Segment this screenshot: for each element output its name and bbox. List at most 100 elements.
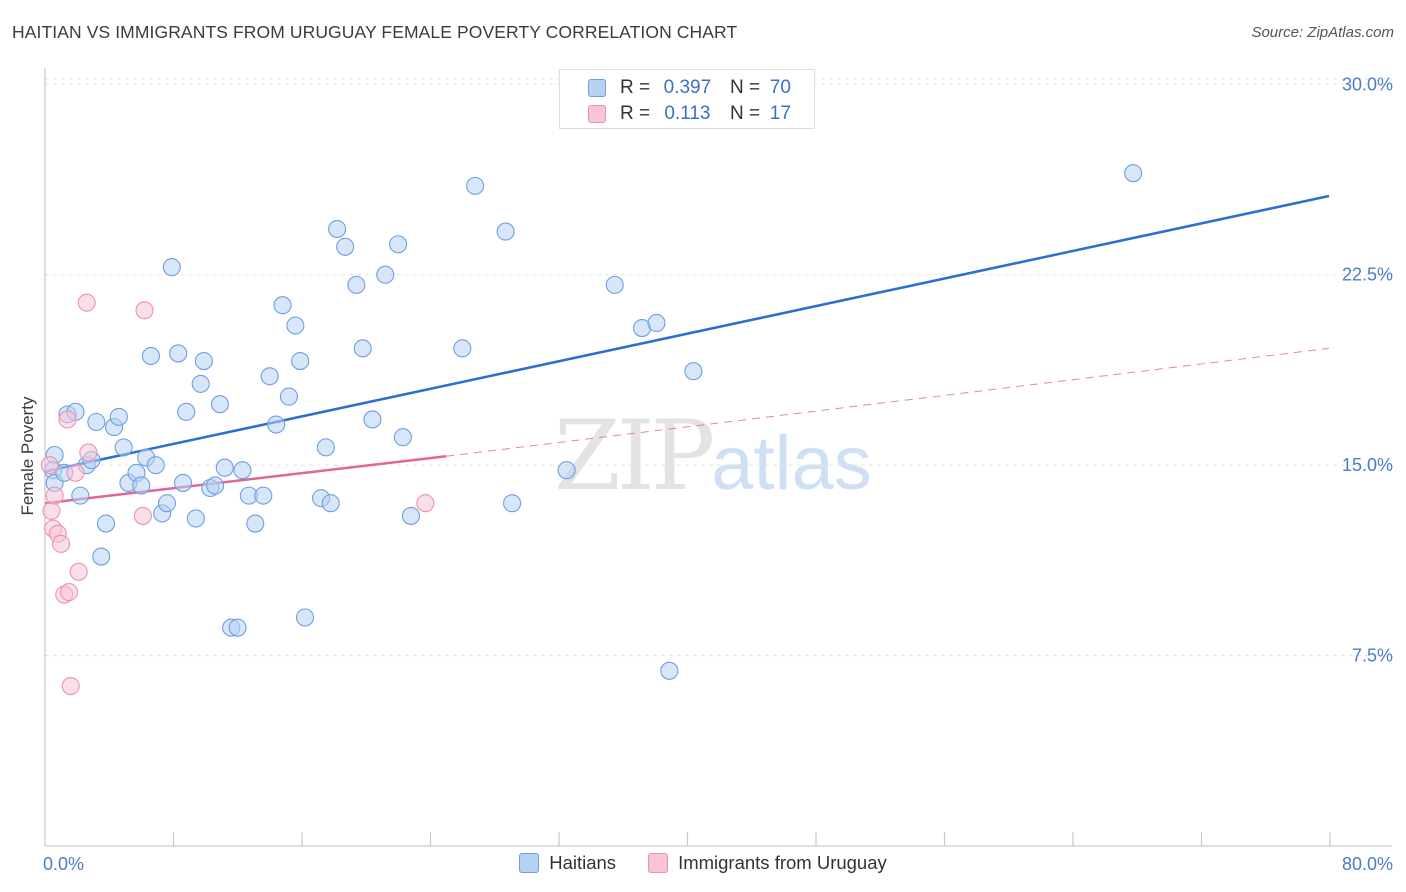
haitian-trendline: [44, 194, 1330, 473]
uruguay-point: [61, 676, 80, 696]
legend-r-key: R =: [620, 77, 651, 98]
haitian-point: [286, 316, 305, 335]
legend-r-value: 0.113: [664, 103, 711, 124]
gridlines: [45, 78, 1392, 657]
haitian-point: [194, 352, 213, 371]
haitian-point: [87, 412, 106, 432]
haitian-point: [228, 618, 247, 637]
legend-swatch-blue: [519, 853, 540, 873]
data-points: [40, 164, 1143, 696]
haitian-point: [146, 456, 165, 475]
axis-labels: 7.5% 15.0% 22.5% 30.0% 0.0% 80.0% Female Pover…: [18, 74, 1393, 874]
haitian-point: [316, 438, 335, 457]
haitian-point: [684, 362, 703, 381]
legend-swatch-pink: [648, 853, 669, 873]
legend-row-haitians: R = 0.397 N = 70: [588, 76, 795, 100]
uruguay-point: [45, 486, 64, 505]
haitian-point: [186, 509, 205, 528]
uruguay-trendline: [44, 455, 447, 505]
legend-item-haitians: Haitians: [519, 852, 616, 874]
uruguay-point: [79, 443, 98, 462]
uruguay-point: [69, 562, 88, 581]
haitian-point: [393, 428, 412, 447]
axes: [44, 68, 1392, 847]
haitian-point: [279, 387, 299, 406]
legend-n-value: 70: [769, 77, 791, 98]
haitian-point: [401, 506, 420, 525]
legend-r-value: 0.397: [663, 77, 712, 98]
haitian-point: [376, 265, 395, 284]
haitian-point: [336, 237, 355, 256]
haitian-point: [173, 473, 193, 492]
watermark-atlas: atlas: [711, 421, 872, 506]
haitian-point: [291, 352, 310, 371]
haitian-point: [92, 547, 111, 566]
uruguay-point: [135, 301, 154, 320]
haitian-point: [496, 222, 515, 241]
haitian-point: [260, 367, 279, 386]
haitian-point: [267, 415, 286, 434]
haitian-point: [453, 339, 472, 358]
y-tick-label: 22.5%: [1342, 265, 1393, 285]
chart-title: HAITIAN VS IMMIGRANTS FROM URUGUAY FEMAL…: [12, 22, 738, 42]
legend-item-uruguay: Immigrants from Uruguay: [648, 852, 887, 874]
haitian-point: [557, 461, 576, 480]
trendlines: [44, 194, 1330, 505]
haitian-point: [169, 344, 188, 363]
source-credit: Source: ZipAtlas.com: [1251, 24, 1394, 41]
legend-n-key: N =: [729, 77, 761, 98]
uruguay-point: [133, 506, 152, 525]
legend-r-key: R =: [620, 103, 651, 124]
x-tick-label-min: 0.0%: [43, 854, 84, 874]
haitian-point: [71, 486, 90, 505]
y-axis-title: Female Poverty: [18, 396, 37, 516]
haitian-point: [215, 458, 234, 477]
legend-swatch-pink: [588, 105, 606, 123]
haitian-point: [605, 275, 624, 294]
haitian-point: [660, 661, 679, 680]
haitian-point: [647, 313, 666, 333]
haitian-point: [295, 608, 315, 627]
watermark: ZIPatlas: [554, 400, 872, 512]
y-tick-label: 15.0%: [1342, 455, 1393, 475]
uruguay-point: [416, 494, 435, 513]
haitian-point: [157, 494, 177, 513]
uruguay-point: [58, 410, 77, 429]
haitian-point: [321, 494, 340, 513]
uruguay-trendline-extension: [446, 347, 1330, 457]
haitian-point: [210, 395, 229, 414]
haitian-point: [353, 339, 372, 358]
haitian-point: [96, 514, 116, 533]
haitian-point: [466, 176, 485, 195]
legend-label-uruguay: Immigrants from Uruguay: [678, 852, 887, 873]
x-tick-label-max: 80.0%: [1342, 854, 1393, 874]
haitian-point: [254, 486, 273, 505]
haitian-point: [132, 476, 151, 495]
uruguay-point: [66, 463, 85, 482]
series-legend: Haitians Immigrants from Uruguay: [0, 852, 1406, 874]
legend-label-haitians: Haitians: [549, 852, 617, 873]
haitian-point: [177, 402, 196, 421]
uruguay-point: [42, 501, 61, 520]
legend-swatch-blue: [588, 79, 606, 97]
uruguay-point: [77, 293, 96, 312]
haitian-point: [246, 514, 265, 533]
haitian-point: [328, 219, 347, 239]
legend-row-uruguay: R = 0.113 N = 17: [588, 102, 795, 126]
legend-n-key: N =: [729, 103, 761, 124]
y-tick-label: 7.5%: [1352, 646, 1393, 666]
haitian-point: [191, 374, 210, 393]
legend-n-value: 17: [769, 103, 791, 124]
haitian-point: [363, 410, 382, 429]
haitian-point: [141, 346, 160, 366]
haitian-point: [109, 407, 128, 426]
haitian-point: [162, 258, 181, 277]
y-tick-label: 30.0%: [1342, 74, 1393, 94]
uruguay-point: [60, 583, 79, 602]
uruguay-point: [40, 456, 59, 475]
haitian-point: [114, 438, 133, 457]
correlation-legend: R = 0.397 N = 70 R = 0.113 N = 17: [559, 69, 815, 129]
watermark-zip: ZIP: [554, 400, 715, 512]
haitian-point: [347, 275, 366, 294]
